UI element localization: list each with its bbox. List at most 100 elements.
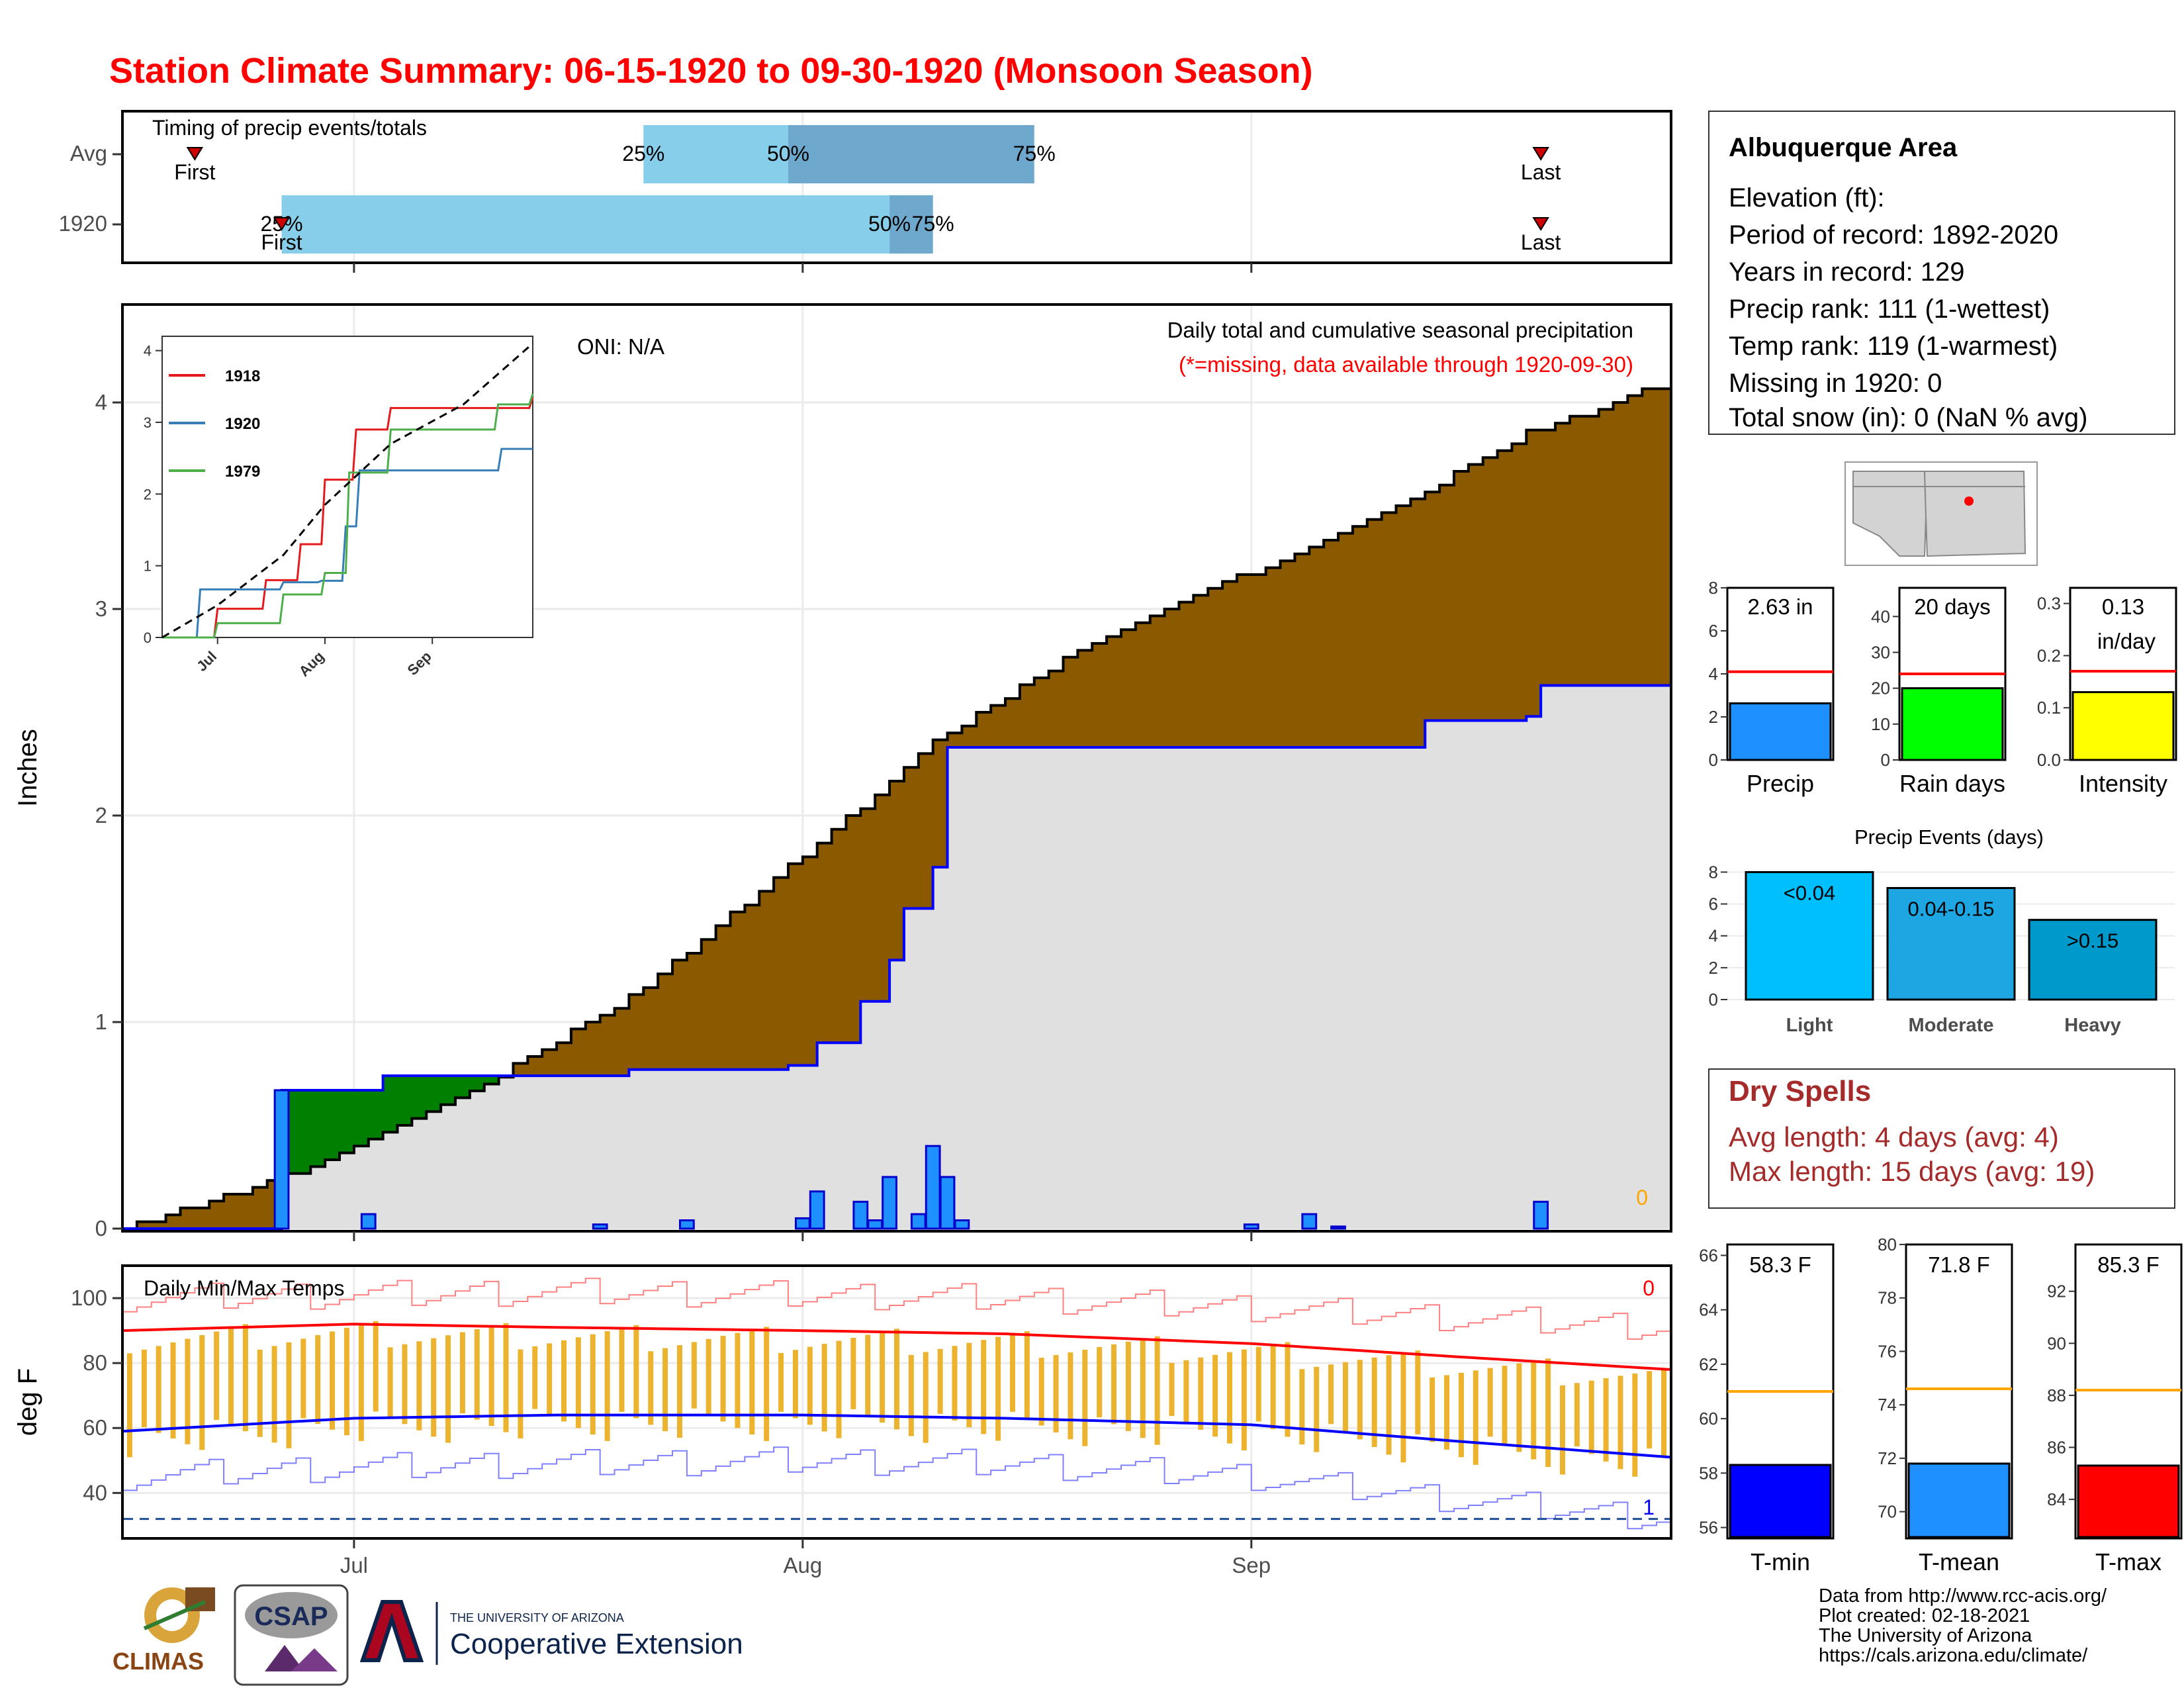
mini-chart-tick-label: 0 [1709,750,1718,770]
credit-created: Plot created: 02-18-2021 [1819,1605,2030,1626]
ua-big-text: Cooperative Extension [450,1628,743,1660]
inset-y-tick-label: 2 [144,486,152,502]
mini-chart-tick-label: 10 [1871,714,1890,734]
events-tick-label: 6 [1709,894,1718,914]
timing-last-marker [1532,147,1549,161]
mini-chart-tick-label: 2 [1709,707,1718,727]
avg-min-temp-line [122,1413,1672,1459]
timing-q25-label: 25% [622,142,664,165]
events-bar-label: Heavy [2064,1015,2120,1036]
temp-bar-label: T-max [2095,1548,2161,1575]
mini-chart-value-bar [1901,687,2004,761]
inset-legend-label: 1920 [225,415,260,433]
csap-logo: CSAP [234,1584,349,1686]
main-y-tick-label: 1 [95,1009,107,1034]
temp-bar-chart-t-mean: 70 72 74 76 78 80 71.8 F T-mean [1878,1235,2013,1575]
daily-precip-bar [794,1217,811,1230]
info-period: Period of record: 1892-2020 [1729,220,2058,250]
temp-y-axis-label: deg F [13,1368,42,1436]
timing-title: Timing of precip events/totals [152,116,427,140]
climas-logo-text: CLIMAS [113,1648,204,1675]
temp-x-tick-label: Sep [1232,1553,1271,1577]
credit-url: https://cals.arizona.edu/climate/ [1819,1645,2088,1666]
mini-chart-value-bar [2071,691,2175,761]
daily-precip-bar [954,1219,970,1230]
inset-legend-label: 1918 [225,367,260,385]
events-bar-value-label: <0.04 [1784,881,1835,904]
timing-last-marker [1532,217,1549,231]
temp-bar-tick-label: 88 [2047,1385,2066,1405]
temp-y-tick-label: 40 [83,1480,107,1505]
locator-map [1844,461,2038,566]
events-bar-label: Moderate [1909,1015,1994,1036]
timing-row-label-year: 1920 [59,211,107,236]
daily-precip-bar [939,1176,956,1230]
mini-chart-tick-label: 40 [1871,606,1890,626]
inset-y-tick-label: 4 [144,343,152,359]
precip-main-chart: 0 1 2 3 4 Inches ONI: N/A Daily total and cu… [13,303,1672,1241]
temp-bar-label: T-mean [1919,1548,1999,1575]
mini-chart-precip: 0 2 4 6 8 2.63 in Precip [1709,578,1835,797]
timing-row-label-avg: Avg [70,141,107,165]
main-y-tick-label: 2 [95,803,107,827]
main-subtitle: Daily total and cumulative seasonal prec… [1167,318,1633,342]
mini-chart-label: Intensity [2079,770,2167,797]
events-title: Precip Events (days) [1854,825,2044,849]
timing-panel: Timing of precip events/totals 25% 50% 75%… [59,110,1672,273]
temp-x-tick-label: Aug [783,1553,822,1577]
temp-bar-chart-t-max: 84 86 88 90 92 85.3 F T-max [2047,1243,2183,1575]
mini-chart-tick-label: 4 [1709,664,1718,684]
main-y-axis-label: Inches [13,729,42,807]
mini-chart-tick-label: 0.3 [2037,594,2061,614]
temp-bar-tick-label: 76 [1878,1341,1897,1361]
missing-note: (*=missing, data available through 1920-… [1179,352,1633,377]
timing-first-label: First [174,160,215,184]
info-snow: Total snow (in): 0 (NaN % avg) [1729,403,2087,432]
daily-precip-bar [910,1213,927,1230]
inset-y-tick-label: 0 [144,630,152,646]
temp-bar-tick-label: 78 [1878,1288,1897,1308]
dry-spells-avg: Avg length: 4 days (avg: 4) [1729,1121,2059,1152]
temp-bar-value-bar [2077,1464,2180,1538]
station-name: Albuquerque Area [1729,133,1958,162]
temp-bar-value-label: 85.3 F [2097,1252,2160,1277]
mini-chart-value-label: 2.63 in [1747,594,1813,619]
oni-label: ONI: N/A [577,334,664,359]
temp-bar-value-label: 58.3 F [1749,1252,1811,1277]
daily-precip-bar [882,1176,897,1230]
temp-bar-chart-t-min: 56 58 60 62 64 66 58.3 F T-min [1699,1243,1835,1575]
avg-max-temp-line [122,1323,1672,1371]
main-y-tick-label: 4 [95,390,107,414]
info-years: Years in record: 129 [1729,258,1965,287]
ua-small-text: THE UNIVERSITY OF ARIZONA [450,1611,624,1624]
inset-series-line [162,397,534,639]
dry-spells-max: Max length: 15 days (avg: 19) [1729,1156,2095,1187]
station-location-dot [1964,496,1974,506]
mini-chart-label: Precip [1747,770,1814,797]
info-temp-rank: Temp rank: 119 (1-warmest) [1729,332,2058,361]
temp-bar-tick-label: 90 [2047,1333,2066,1353]
info-precip-rank: Precip rank: 111 (1-wettest) [1729,295,2050,324]
mini-chart-value-label: 0.13 [2102,594,2144,619]
temp-bar-tick-label: 64 [1699,1300,1718,1320]
mini-chart-intensity: 0.0 0.1 0.2 0.3 0.13 in/day Intensity [2037,586,2177,797]
daily-precip-bar [809,1190,825,1230]
timing-last-label: Last [1521,230,1561,254]
info-elevation: Elevation (ft): [1729,183,1885,212]
temp-count-bottom: 1 [1643,1495,1655,1519]
mini-chart-tick-label: 8 [1709,578,1718,598]
temp-y-tick-label: 60 [83,1415,107,1440]
dry-spells-title: Dry Spells [1729,1075,1871,1107]
credit-university: The University of Arizona [1819,1625,2032,1646]
credit-source: Data from http://www.rcc-acis.org/ [1819,1585,2107,1607]
inset-y-tick-label: 3 [144,414,152,431]
temp-bar-value-bar [1907,1462,2011,1538]
temp-bar-label: T-min [1751,1548,1810,1575]
daily-precip-bar [679,1219,695,1230]
temp-bar-tick-label: 84 [2047,1489,2066,1509]
timing-last-label: Last [1521,160,1561,184]
temp-bar-value-label: 71.8 F [1928,1252,1990,1277]
mini-chart-tick-label: 0 [1881,750,1890,770]
